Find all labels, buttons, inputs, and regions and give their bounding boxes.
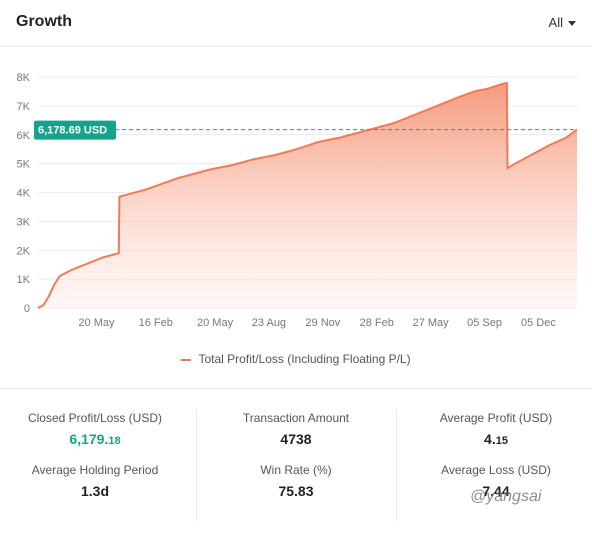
stats-divider	[396, 409, 397, 521]
current-value-box	[34, 120, 116, 140]
range-dropdown-label: All	[548, 15, 563, 30]
stat-value: 6,179.18	[0, 431, 190, 447]
current-value-marker: 6,178.69 USD	[34, 120, 116, 140]
stat-average-profit: Average Profit (USD) 4.15	[401, 411, 591, 447]
x-tick-label: 05 Dec	[521, 317, 556, 329]
stat-label: Transaction Amount	[242, 411, 350, 425]
x-tick-label: 05 Sep	[467, 317, 502, 329]
watermark: @yangsai	[470, 488, 542, 505]
stat-win-rate: Win Rate (%) 75.83	[201, 463, 391, 499]
stat-label: Average Loss (USD)	[441, 463, 551, 477]
y-tick-label: 3K	[17, 216, 31, 228]
y-tick-label: 1K	[17, 274, 31, 286]
y-axis-ticks: 0 1K 2K 3K 4K 5K 6K 7K 8K	[17, 72, 31, 315]
page-title: Growth	[16, 13, 72, 30]
stats-panel: Closed Profit/Loss (USD) 6,179.18 Transa…	[0, 388, 592, 535]
growth-chart: 0 1K 2K 3K 4K 5K 6K 7K 8K 20 May 16 Feb 20 May 23 A…	[17, 72, 578, 329]
x-tick-label: 20 May	[197, 317, 234, 329]
stat-value-whole: 6,179.	[69, 431, 109, 447]
stat-value-whole: 4.	[484, 431, 496, 447]
profit-line	[37, 81, 578, 309]
stat-value-decimal: 15	[495, 435, 508, 447]
y-tick-label: 6K	[17, 130, 31, 142]
stat-closed-profit: Closed Profit/Loss (USD) 6,179.18	[0, 411, 190, 447]
x-tick-label: 27 May	[413, 317, 450, 329]
y-tick-label: 0	[24, 303, 30, 315]
range-dropdown[interactable]: All	[549, 15, 576, 30]
legend-label: Total Profit/Loss (Including Floating P/…	[198, 352, 411, 366]
stats-divider	[196, 409, 197, 521]
caret-down-icon	[568, 20, 576, 26]
x-tick-label: 23 Aug	[252, 317, 286, 329]
stat-label: Win Rate (%)	[260, 463, 332, 477]
stat-holding-period: Average Holding Period 1.3d	[0, 463, 190, 499]
x-tick-label: 20 May	[78, 317, 115, 329]
stat-label: Average Profit (USD)	[439, 411, 553, 425]
stat-value: 4738	[280, 431, 312, 447]
chart-legend[interactable]: Total Profit/Loss (Including Floating P/…	[0, 352, 592, 366]
stat-value-decimal: 18	[108, 435, 121, 447]
x-tick-label: 16 Feb	[139, 317, 173, 329]
growth-header: Growth All	[0, 0, 592, 47]
stat-value: 75.83	[278, 483, 314, 499]
stat-average-loss: Average Loss (USD) 7.44	[401, 463, 591, 499]
stat-label: Average Holding Period	[31, 463, 159, 477]
stat-transaction-amount: Transaction Amount 4738	[201, 411, 391, 447]
stat-value: 4.15	[401, 431, 591, 447]
x-tick-label: 29 Nov	[305, 317, 340, 329]
stat-value: 7.44	[482, 483, 510, 499]
current-value-label: 6,178.69 USD	[38, 125, 107, 137]
y-tick-label: 8K	[17, 72, 31, 84]
profit-area	[38, 82, 577, 308]
legend-swatch	[181, 358, 192, 361]
y-tick-label: 4K	[17, 188, 31, 200]
y-tick-label: 2K	[17, 245, 31, 257]
x-tick-label: 28 Feb	[360, 317, 394, 329]
y-tick-label: 7K	[17, 101, 31, 113]
stat-label: Closed Profit/Loss (USD)	[27, 411, 163, 425]
x-axis-ticks: 20 May 16 Feb 20 May 23 Aug 29 Nov 28 Feb 27 M…	[78, 317, 556, 329]
stat-value: 1.3d	[80, 483, 109, 499]
y-tick-label: 5K	[17, 159, 31, 171]
